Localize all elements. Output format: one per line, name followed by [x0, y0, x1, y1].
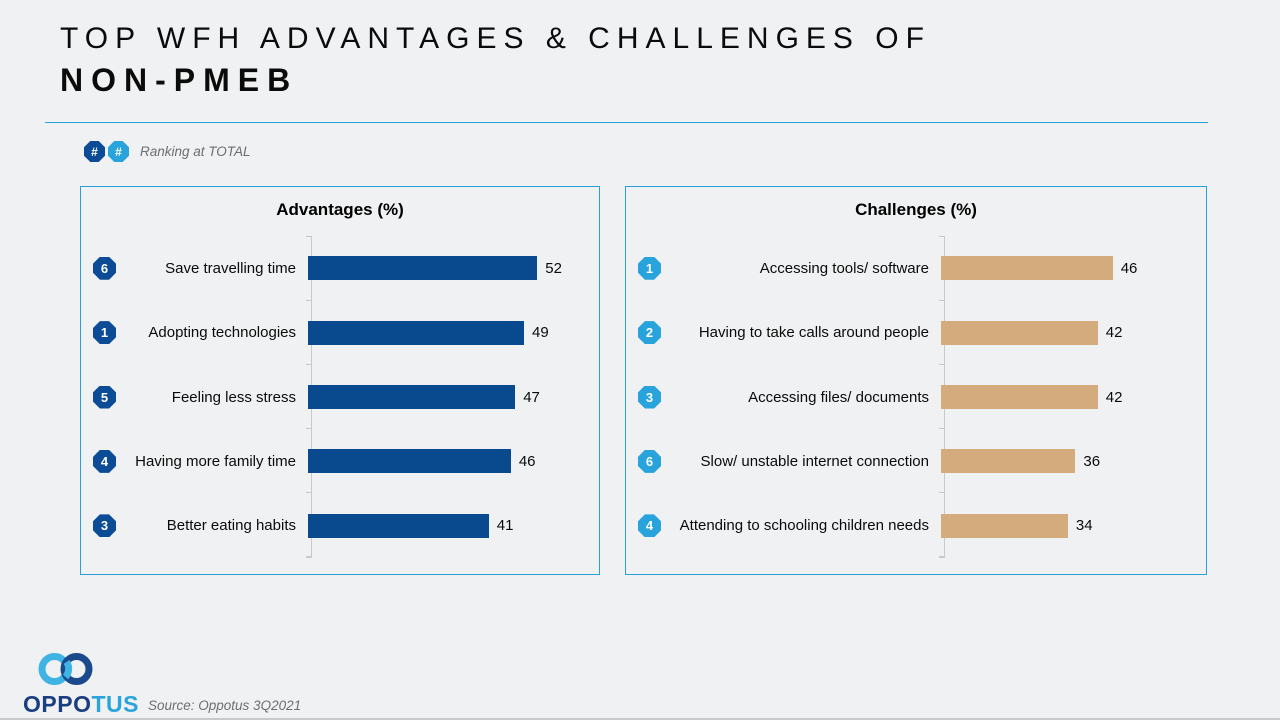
bar	[308, 449, 511, 474]
advantages-chart: 6 Save travelling time 52 1 Adopting tec…	[81, 236, 599, 558]
bar	[941, 513, 1068, 538]
value-label: 52	[545, 259, 562, 277]
chart-row: 1 Adopting technologies 49	[81, 300, 599, 364]
rank-badge: 4	[638, 514, 661, 538]
bar	[308, 256, 538, 281]
chart-row: 3 Accessing files/ documents 42	[626, 365, 1206, 429]
page-title-line2: NON-PMEB	[60, 62, 299, 98]
logo-text-primary: OPPO	[23, 691, 92, 717]
value-label: 41	[496, 517, 514, 535]
category-label: Better eating habits	[166, 517, 296, 535]
rank-badge: 1	[638, 256, 661, 280]
bar	[941, 449, 1076, 474]
bar-zone: 42	[938, 365, 1206, 429]
bar-zone: 46	[938, 236, 1206, 300]
category-label: Save travelling time	[165, 259, 296, 277]
chart-row: 5 Feeling less stress 47	[81, 365, 599, 429]
category-label: Feeling less stress	[171, 388, 296, 406]
challenges-panel: Challenges (%) 1 Accessing tools/ softwa…	[625, 186, 1207, 575]
rank-badge: 6	[638, 449, 661, 473]
category-label: Slow/ unstable internet connection	[700, 452, 929, 470]
value-label: 42	[1105, 388, 1123, 406]
chart-row: 3 Better eating habits 41	[81, 494, 599, 558]
value-label: 36	[1083, 452, 1101, 470]
category-label: Having more family time	[135, 452, 296, 470]
bar-zone: 52	[305, 236, 599, 300]
bar	[941, 256, 1113, 281]
challenges-chart: 1 Accessing tools/ software 46 2 Having …	[626, 236, 1206, 558]
value-label: 34	[1075, 517, 1093, 535]
oppotus-logo-icon	[38, 653, 93, 685]
value-label: 42	[1105, 324, 1123, 342]
chart-row: 2 Having to take calls around people 42	[626, 300, 1206, 364]
chart-row: 4 Having more family time 46	[81, 429, 599, 493]
legend-label: Ranking at TOTAL	[140, 144, 251, 159]
page-title-line1: TOP WFH ADVANTAGES & CHALLENGES OF	[60, 22, 931, 55]
bar	[941, 320, 1098, 345]
bar-zone: 36	[938, 429, 1206, 493]
value-label: 47	[523, 388, 540, 406]
rank-badge: 6	[93, 256, 116, 280]
rank-badge: 3	[638, 385, 661, 409]
bar-zone: 49	[305, 300, 599, 364]
value-label: 46	[1120, 259, 1138, 277]
title-divider	[45, 122, 1208, 123]
oppotus-logo: OPPOTUS	[23, 652, 153, 718]
bar	[308, 385, 516, 410]
value-label: 46	[518, 452, 536, 470]
rank-badge: 4	[93, 449, 116, 473]
category-label: Having to take calls around people	[698, 324, 929, 342]
rank-badge-dark-icon: #	[84, 141, 105, 162]
bar-zone: 42	[938, 300, 1206, 364]
source-note: Source: Oppotus 3Q2021	[148, 698, 302, 713]
category-label: Adopting technologies	[148, 324, 296, 342]
oppotus-logo-text: OPPOTUS	[23, 691, 153, 718]
category-label: Accessing tools/ software	[759, 259, 929, 277]
bar	[308, 320, 525, 345]
chart-row: 6 Save travelling time 52	[81, 236, 599, 300]
value-label: 49	[532, 324, 549, 342]
category-label: Accessing files/ documents	[748, 388, 929, 406]
bar-zone: 34	[938, 494, 1206, 558]
rank-badge: 5	[93, 385, 116, 409]
rank-badge: 2	[638, 321, 661, 345]
rank-badge: 3	[93, 514, 116, 538]
challenges-title: Challenges (%)	[855, 200, 977, 219]
rank-badge-light-icon: #	[108, 141, 129, 162]
slide-bottom-edge	[0, 718, 1280, 720]
ranking-legend: # # Ranking at TOTAL	[84, 141, 251, 162]
category-label: Attending to schooling children needs	[679, 517, 929, 535]
bar	[308, 513, 489, 538]
chart-row: 1 Accessing tools/ software 46	[626, 236, 1206, 300]
bar-zone: 41	[305, 494, 599, 558]
bar-zone: 47	[305, 365, 599, 429]
chart-row: 6 Slow/ unstable internet connection 36	[626, 429, 1206, 493]
logo-text-secondary: TUS	[91, 691, 139, 717]
chart-row: 4 Attending to schooling children needs …	[626, 494, 1206, 558]
advantages-title: Advantages (%)	[276, 200, 404, 219]
page-title: TOP WFH ADVANTAGES & CHALLENGES OF NON-P…	[60, 22, 931, 99]
rank-badge: 1	[93, 321, 116, 345]
bar	[941, 385, 1098, 410]
advantages-panel: Advantages (%) 6 Save travelling time 52…	[80, 186, 600, 575]
bar-zone: 46	[305, 429, 599, 493]
